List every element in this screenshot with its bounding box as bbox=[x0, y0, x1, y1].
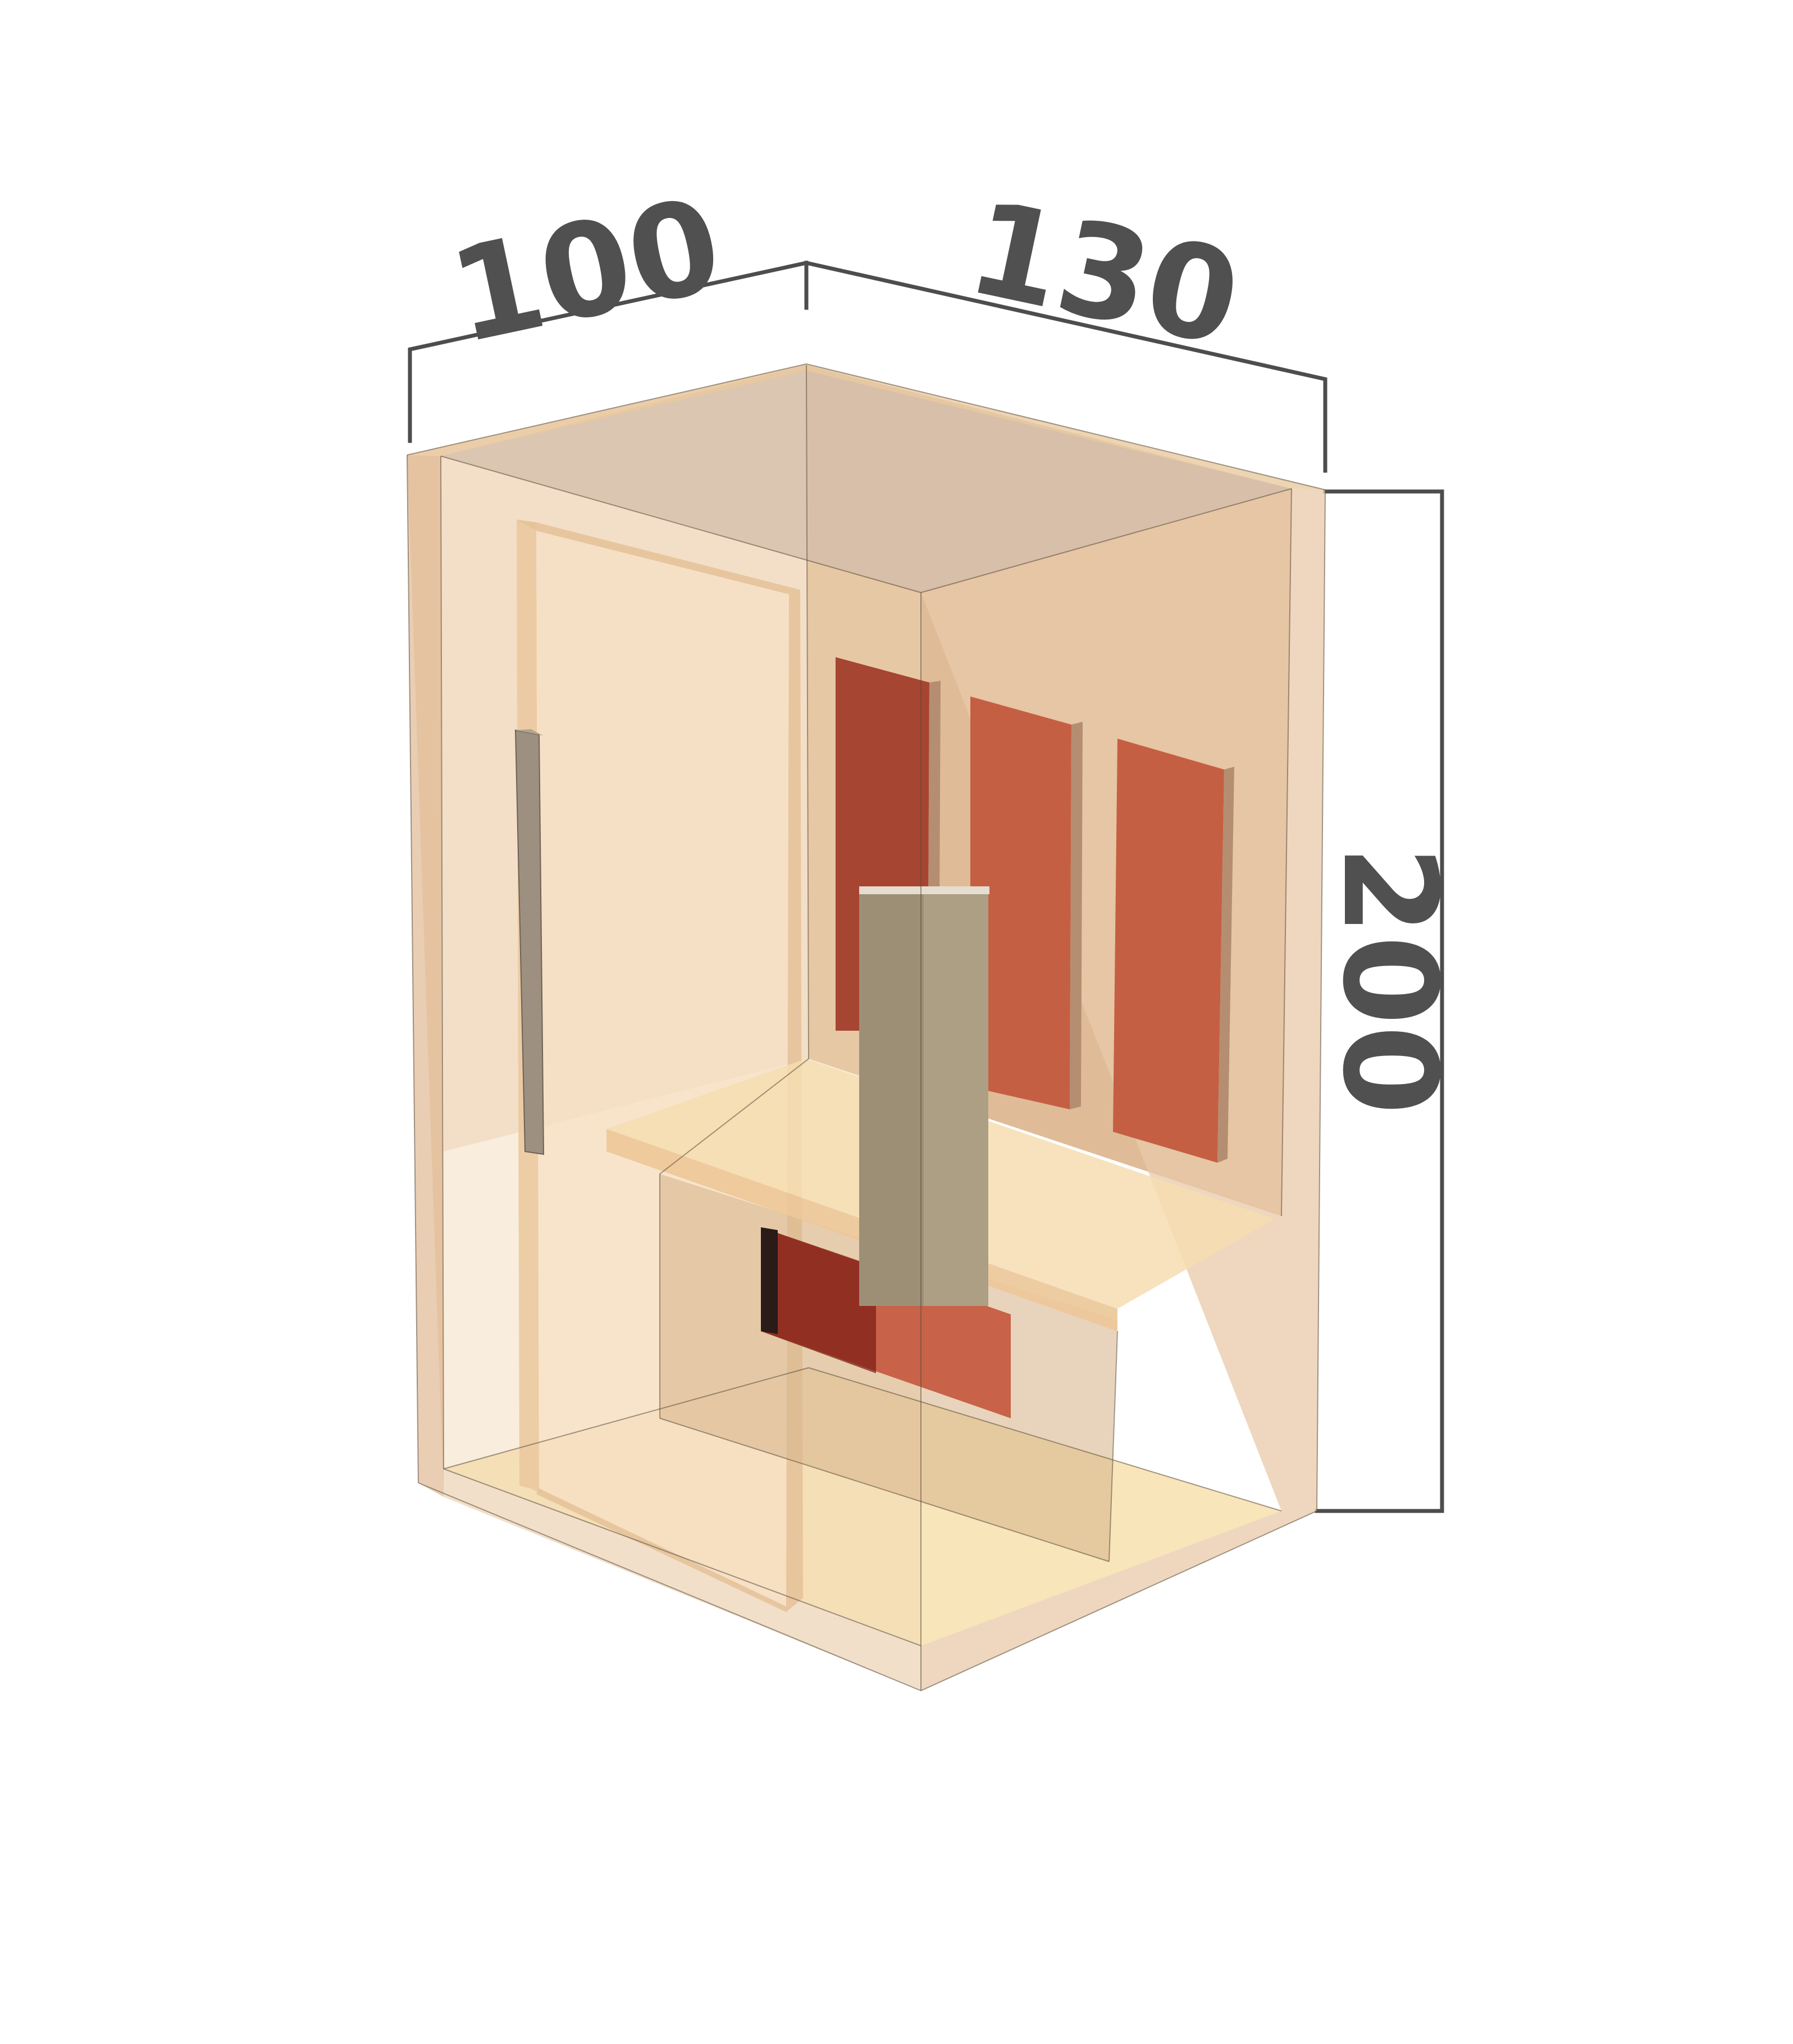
dimension-lines bbox=[408, 260, 1444, 1513]
column-front bbox=[859, 893, 924, 1306]
width-dimension-line bbox=[804, 260, 1327, 473]
cabin-top bbox=[441, 365, 1292, 593]
sauna-cabin bbox=[407, 363, 1326, 1691]
left-wall-panel bbox=[407, 455, 444, 1497]
control-column bbox=[859, 886, 989, 1306]
door-frame-bottom bbox=[536, 1488, 803, 1612]
door-handle bbox=[514, 729, 545, 1155]
heater-panel-3 bbox=[1113, 739, 1224, 1163]
cabin-edges bbox=[407, 363, 1326, 1691]
floor-heater-shadow bbox=[761, 1227, 876, 1373]
height-dimension-line bbox=[1315, 489, 1444, 1513]
depth-dimension-line bbox=[408, 260, 809, 443]
heater-panel-2-edge bbox=[1070, 722, 1083, 1109]
floor-heater-edge bbox=[761, 1227, 778, 1334]
column-side bbox=[924, 893, 988, 1306]
depth-label: 100 bbox=[439, 170, 733, 373]
door-handle-top bbox=[515, 729, 544, 736]
width-label: 130 bbox=[957, 173, 1252, 376]
floor-heater-panel bbox=[761, 1227, 1011, 1418]
heater-panel-2 bbox=[970, 696, 1071, 1109]
door-frame-top bbox=[517, 520, 800, 594]
height-label: 200 bbox=[1314, 845, 1464, 1115]
heater-panel-3-edge bbox=[1217, 767, 1234, 1163]
column-top bbox=[859, 886, 989, 894]
